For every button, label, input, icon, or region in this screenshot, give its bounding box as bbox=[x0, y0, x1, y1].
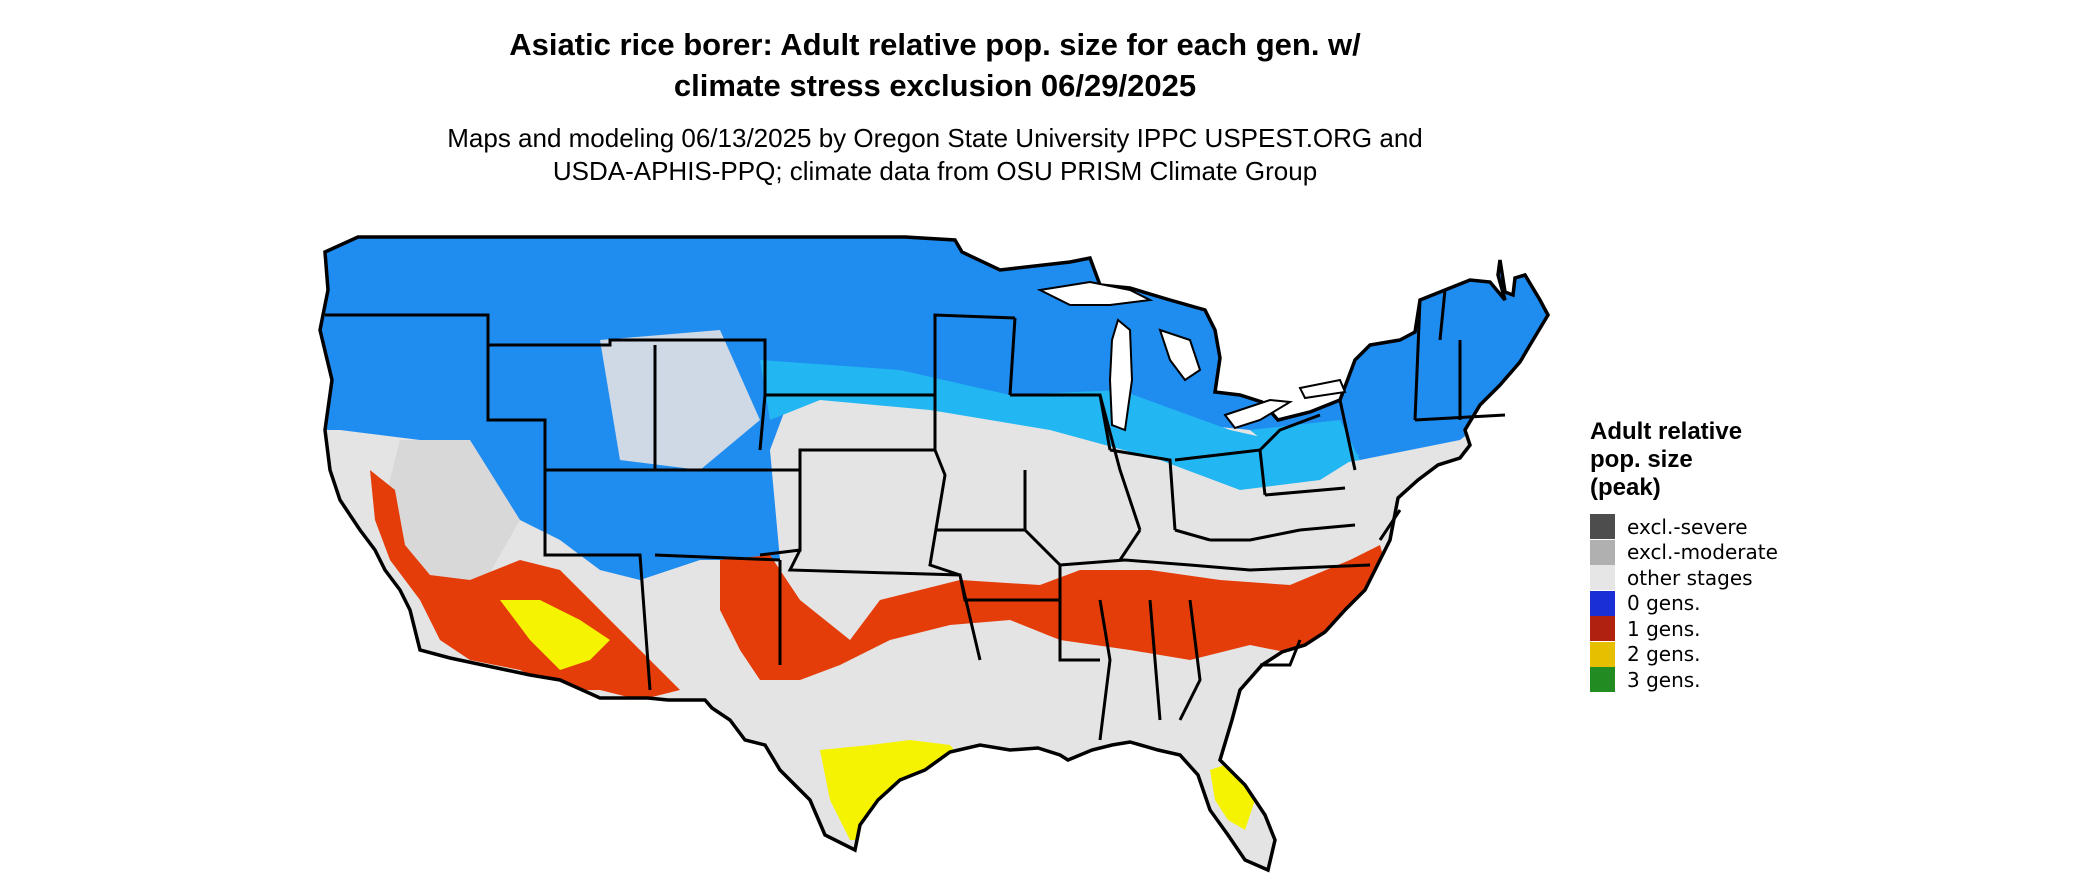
region-1-gens-south bbox=[720, 545, 1395, 680]
state-borders bbox=[325, 289, 1506, 741]
legend-item: 0 gens. bbox=[1590, 590, 1810, 617]
legend-swatch bbox=[1590, 667, 1615, 693]
legend-label: excl.-moderate bbox=[1627, 540, 1778, 565]
legend-title-line-1: Adult relative bbox=[1590, 418, 1743, 445]
great-lakes bbox=[1036, 280, 1347, 432]
map-fill-layer bbox=[320, 237, 1548, 870]
map-legend: Adult relative pop. size (peak) excl.-se… bbox=[1590, 418, 1810, 693]
legend-label: 0 gens. bbox=[1627, 591, 1701, 616]
legend-item: 1 gens. bbox=[1590, 616, 1810, 642]
chart-title: Asiatic rice borer: Adult relative pop. … bbox=[0, 24, 1870, 106]
region-2-gens-desert bbox=[500, 600, 610, 670]
legend-item: other stages bbox=[1590, 565, 1810, 591]
state-border-lines bbox=[325, 289, 1506, 741]
title-line-1: Asiatic rice borer: Adult relative pop. … bbox=[509, 27, 1361, 62]
legend-title: Adult relative pop. size (peak) bbox=[1590, 418, 1810, 502]
legend-label: 2 gens. bbox=[1627, 642, 1701, 667]
subtitle-line-1: Maps and modeling 06/13/2025 by Oregon S… bbox=[447, 123, 1423, 153]
legend-item: 3 gens. bbox=[1590, 667, 1810, 693]
legend-label: excl.-severe bbox=[1627, 514, 1748, 539]
region-grey-west bbox=[380, 440, 520, 590]
legend-items: excl.-severe excl.-moderate other stages 0 … bbox=[1590, 514, 1810, 693]
lake-michigan bbox=[1108, 318, 1134, 432]
legend-item: 2 gens. bbox=[1590, 641, 1810, 668]
region-grey-rockies bbox=[600, 330, 760, 470]
legend-swatch bbox=[1590, 590, 1615, 616]
legend-swatch bbox=[1590, 641, 1615, 667]
lake-superior bbox=[1036, 280, 1154, 306]
chart-subtitle: Maps and modeling 06/13/2025 by Oregon S… bbox=[0, 122, 1870, 188]
legend-swatch bbox=[1590, 616, 1615, 642]
lake-ontario bbox=[1298, 378, 1347, 400]
title-line-2: climate stress exclusion 06/29/2025 bbox=[673, 68, 1197, 103]
lake-huron bbox=[1158, 328, 1202, 382]
legend-title-line-2: pop. size bbox=[1590, 446, 1693, 473]
legend-title-line-3: (peak) bbox=[1590, 474, 1661, 501]
legend-item: excl.-moderate bbox=[1590, 539, 1810, 566]
subtitle-line-2: USDA-APHIS-PPQ; climate data from OSU PR… bbox=[552, 156, 1318, 186]
legend-label: 1 gens. bbox=[1627, 616, 1701, 641]
legend-label: other stages bbox=[1627, 565, 1753, 590]
region-light-blue-plains bbox=[760, 360, 1360, 490]
legend-swatch bbox=[1590, 514, 1615, 540]
legend-label: 3 gens. bbox=[1627, 667, 1701, 692]
legend-swatch bbox=[1590, 539, 1615, 565]
legend-swatch bbox=[1590, 565, 1615, 591]
lake-erie bbox=[1223, 398, 1294, 430]
legend-item: excl.-severe bbox=[1590, 514, 1810, 540]
